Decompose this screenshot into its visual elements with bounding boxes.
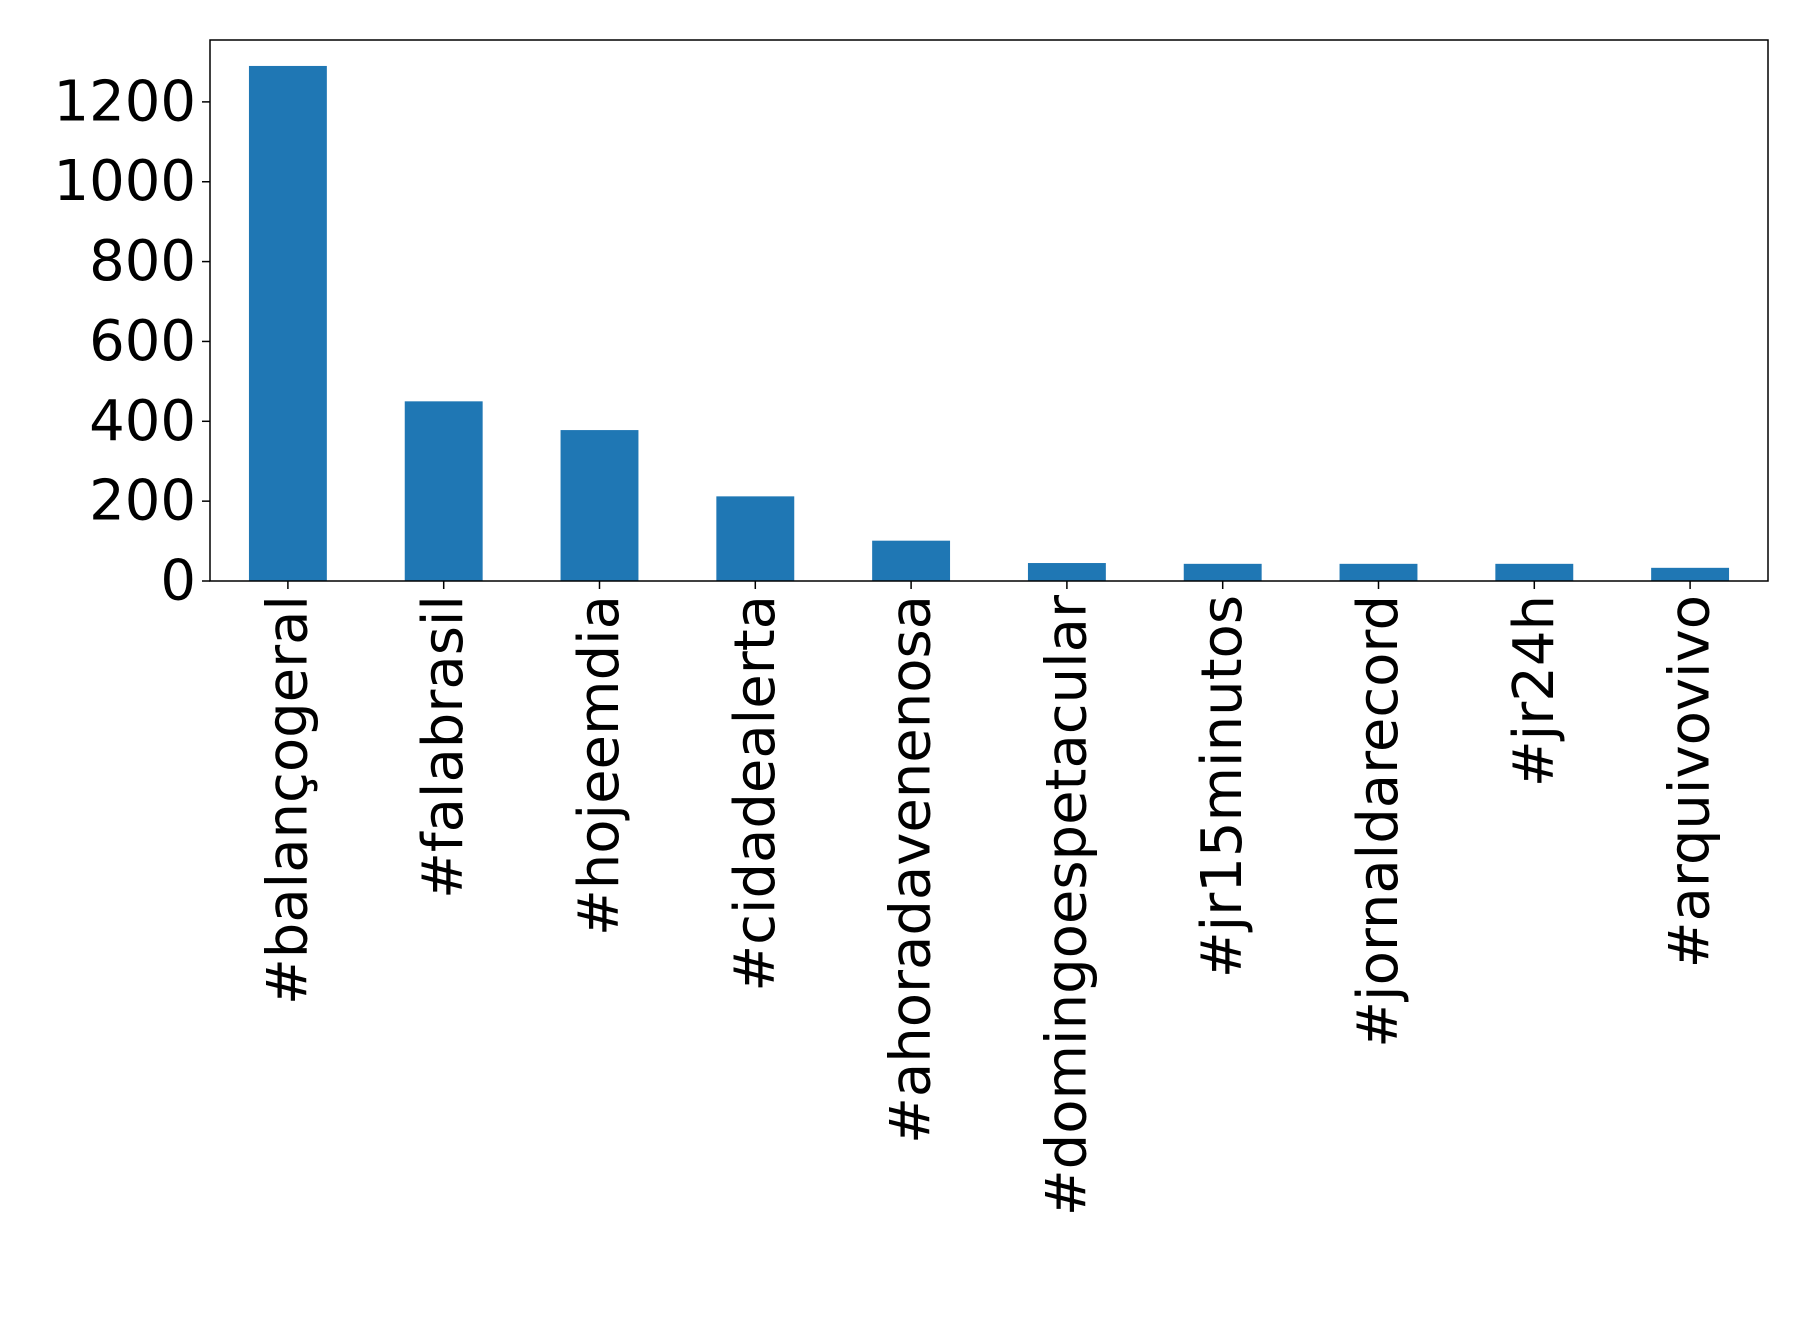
bar [248,65,327,581]
x-tick-label: #arquivovivo [1658,595,1723,968]
x-tick-label: #ahoradavenenosa [879,595,944,1144]
y-tick-label: 800 [89,229,196,294]
y-tick-label: 0 [160,549,196,614]
bar [716,496,795,581]
bar [872,540,951,581]
bar [1339,563,1418,581]
x-tick-label: #domingoespetacular [1034,594,1099,1216]
y-tick-label: 600 [89,309,196,374]
y-tick-label: 400 [89,389,196,454]
plot-frame [209,39,1769,582]
x-axis: #balançogeral #falabrasil #hojeemdia #cidad… [255,581,1723,1216]
y-tick-label: 1000 [53,149,196,214]
x-tick-label: #jornaldarecord [1346,595,1411,1048]
x-tick-label: #jr24h [1502,595,1567,787]
x-tick-label: #hojeemdia [567,595,632,936]
bar [1495,563,1574,581]
bars-group [248,65,1730,581]
x-tick-label: #balançogeral [255,595,320,1005]
y-tick-label: 200 [89,469,196,534]
bar [404,401,483,581]
y-tick-label: 1200 [53,69,196,134]
bar [1027,563,1106,581]
bar [1183,563,1262,581]
x-tick-label: #falabrasil [411,595,476,899]
y-axis: 0 200 400 600 800 1000 1200 [53,69,210,614]
x-tick-label: #cidadealerta [723,595,788,992]
bar [1651,567,1730,581]
x-tick-label: #jr15minutos [1190,595,1255,978]
bar [560,430,639,581]
